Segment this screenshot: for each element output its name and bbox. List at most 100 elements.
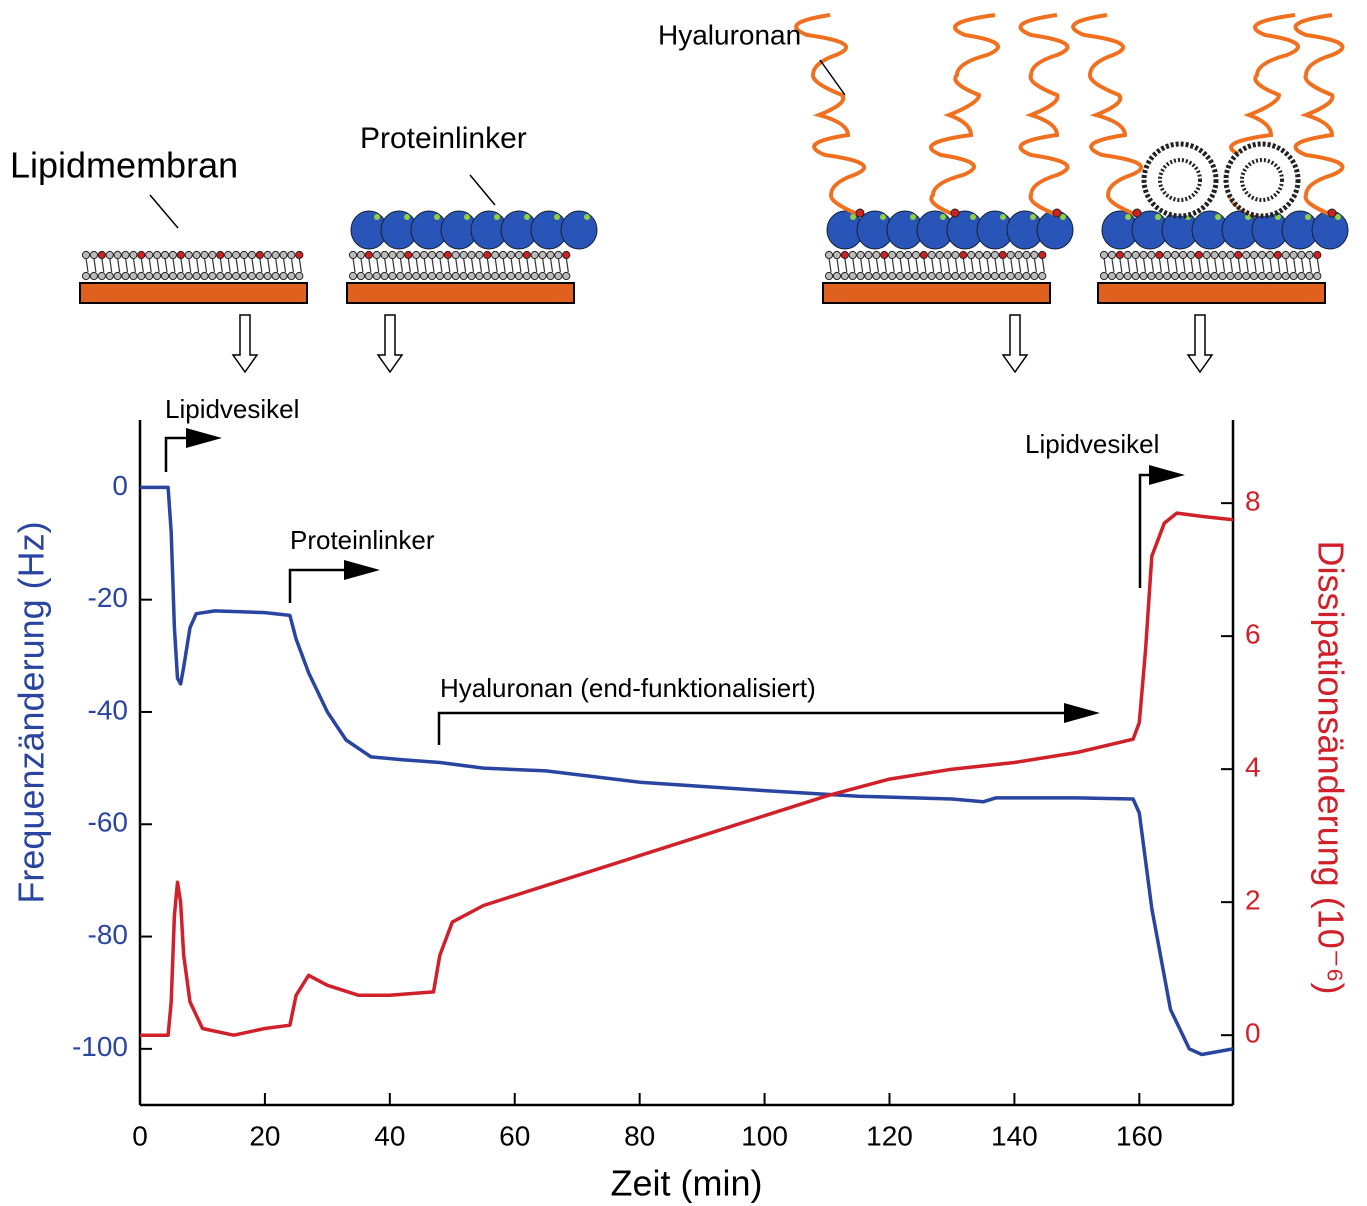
lipid-head bbox=[209, 251, 216, 258]
schematic bbox=[80, 15, 1348, 372]
y2-tick-label: 8 bbox=[1245, 486, 1261, 517]
figure: Lipidmembran Proteinlinker Hyaluronan 02… bbox=[0, 0, 1367, 1206]
lipid-tail bbox=[551, 258, 553, 272]
anchor bbox=[1328, 209, 1336, 217]
lipid-tail bbox=[86, 258, 88, 272]
lipid-tail bbox=[1159, 258, 1161, 272]
hyaluronan-chain bbox=[1073, 15, 1141, 215]
lipid-head bbox=[555, 272, 562, 279]
lipid-head bbox=[857, 272, 864, 279]
lipid-tail bbox=[133, 258, 135, 272]
lipid-head bbox=[264, 251, 271, 258]
x-tick-label: 0 bbox=[132, 1120, 148, 1151]
lipid-tail bbox=[987, 258, 989, 272]
lipid-head bbox=[936, 272, 943, 279]
lipid-tail bbox=[1254, 258, 1256, 272]
lipid-tail bbox=[1223, 258, 1225, 272]
lipid-head bbox=[1116, 251, 1123, 258]
lipid-head bbox=[952, 251, 959, 258]
leader-line bbox=[150, 195, 178, 228]
lipid-head bbox=[484, 272, 491, 279]
lipid-tail bbox=[205, 258, 207, 272]
lipid-head bbox=[897, 272, 904, 279]
lipid-tail bbox=[876, 258, 878, 272]
lipid-head bbox=[161, 251, 168, 258]
annotation: Lipidvesikel bbox=[165, 394, 299, 424]
protein-site bbox=[1155, 214, 1161, 220]
lipid-head bbox=[272, 251, 279, 258]
annotation: Hyaluronan (end-funktionalisiert) bbox=[440, 673, 816, 703]
lipid-head bbox=[256, 272, 263, 279]
lipid-head bbox=[1266, 272, 1273, 279]
lipid-tail bbox=[1262, 258, 1264, 272]
lipid-head bbox=[1251, 272, 1258, 279]
lipid-head bbox=[1039, 272, 1046, 279]
lipid-tail bbox=[377, 258, 379, 272]
lipid-head bbox=[1258, 251, 1265, 258]
anchor bbox=[1133, 209, 1141, 217]
lipid-tail bbox=[853, 258, 855, 272]
lipid-head bbox=[1195, 251, 1202, 258]
schematic-label: Hyaluronan bbox=[658, 19, 801, 50]
lipid-head bbox=[881, 251, 888, 258]
lipid-head bbox=[436, 251, 443, 258]
x-axis-title: Zeit (min) bbox=[611, 1163, 763, 1204]
lipid-head bbox=[523, 251, 530, 258]
lipid-tail bbox=[892, 258, 894, 272]
lipid-head bbox=[976, 272, 983, 279]
lipid-head bbox=[413, 251, 420, 258]
lipid-tail bbox=[1191, 258, 1193, 272]
lipid-head bbox=[177, 251, 184, 258]
lipid-head bbox=[1023, 272, 1030, 279]
y-tick-label: -80 bbox=[88, 919, 128, 950]
lipid-tail bbox=[1112, 258, 1114, 272]
lipid-head bbox=[217, 272, 224, 279]
lipid-tail bbox=[424, 258, 426, 272]
lipid-head bbox=[492, 251, 499, 258]
lipid-head bbox=[90, 272, 97, 279]
lipid-head bbox=[1219, 272, 1226, 279]
lipid-head bbox=[555, 251, 562, 258]
lipid-tail bbox=[472, 258, 474, 272]
lipid-head bbox=[389, 251, 396, 258]
lipid-tail bbox=[1246, 258, 1248, 272]
lipid-head bbox=[515, 272, 522, 279]
lipid-tail bbox=[1011, 258, 1013, 272]
lipid-tail bbox=[244, 258, 246, 272]
lipid-tail bbox=[1294, 258, 1296, 272]
arrow-head bbox=[186, 428, 222, 448]
lipid-head bbox=[944, 251, 951, 258]
lipid-head bbox=[177, 272, 184, 279]
lipid-tail bbox=[1230, 258, 1232, 272]
lipid-tail bbox=[440, 258, 442, 272]
lipid-tail bbox=[212, 258, 214, 272]
substrate bbox=[347, 283, 574, 303]
lipid-tail bbox=[236, 258, 238, 272]
lipid-tail bbox=[1207, 258, 1209, 272]
annotation-arrow bbox=[439, 713, 1068, 745]
lipid-tail bbox=[361, 258, 363, 272]
y-tick-label: -20 bbox=[88, 582, 128, 613]
lipid-tail bbox=[527, 258, 529, 272]
lipid-tail bbox=[1104, 258, 1106, 272]
lipid-head bbox=[1172, 272, 1179, 279]
lipid-tail bbox=[1175, 258, 1177, 272]
lipid-head bbox=[169, 272, 176, 279]
lipid-head bbox=[1031, 272, 1038, 279]
lipid-head bbox=[531, 272, 538, 279]
lipid-head bbox=[1274, 251, 1281, 258]
lipid-tail bbox=[503, 258, 505, 272]
lipid-head bbox=[1282, 272, 1289, 279]
lipid-head bbox=[240, 251, 247, 258]
protein-site bbox=[494, 214, 500, 220]
lipid-head bbox=[873, 272, 880, 279]
lipid-tail bbox=[408, 258, 410, 272]
lipid-tail bbox=[829, 258, 831, 272]
lipid-head bbox=[1290, 272, 1297, 279]
x-tick-label: 60 bbox=[499, 1120, 530, 1151]
lipid-tail bbox=[448, 258, 450, 272]
lipid-tail bbox=[566, 258, 568, 272]
lipid-head bbox=[1290, 251, 1297, 258]
lipid-tail bbox=[916, 258, 918, 272]
lipid-head bbox=[264, 272, 271, 279]
